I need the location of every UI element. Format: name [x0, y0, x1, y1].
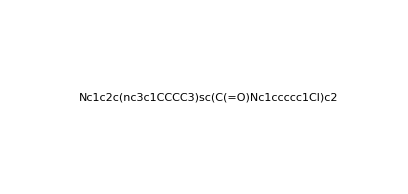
Text: Nc1c2c(nc3c1CCCC3)sc(C(=O)Nc1ccccc1Cl)c2: Nc1c2c(nc3c1CCCC3)sc(C(=O)Nc1ccccc1Cl)c2 [79, 93, 339, 103]
